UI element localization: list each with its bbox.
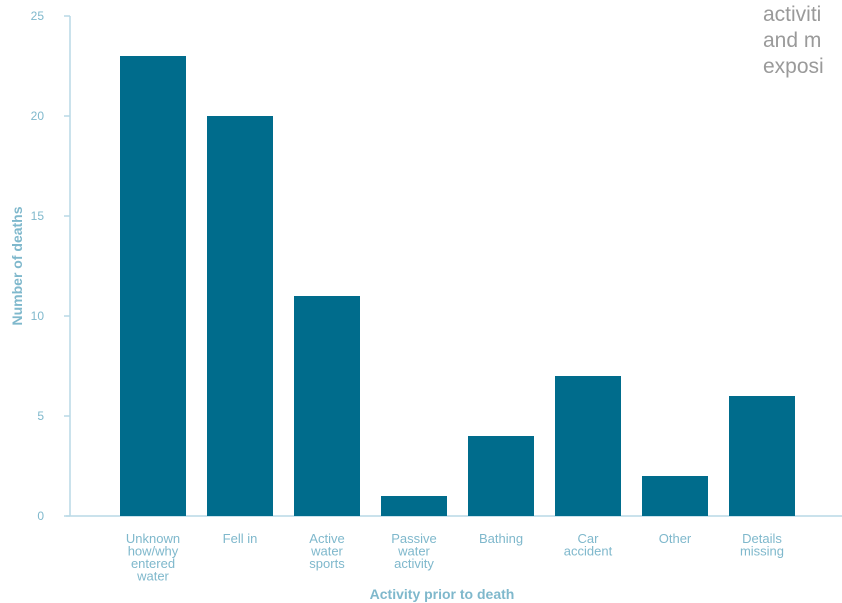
y-ticks: 0 5 10 15 20 25	[31, 9, 70, 523]
x-tick-label-line: Passive	[391, 531, 437, 546]
x-tick-label-line: accident	[564, 544, 613, 559]
y-axis-title: Number of deaths	[9, 206, 25, 325]
bar	[294, 296, 360, 516]
y-tick-label: 25	[31, 9, 45, 23]
x-tick-label-line: missing	[740, 544, 784, 559]
x-tick-label-line: Active	[309, 531, 344, 546]
bar	[642, 476, 708, 516]
x-axis-title: Activity prior to death	[370, 586, 515, 602]
y-tick-label: 20	[31, 109, 45, 123]
bar	[468, 436, 534, 516]
x-tick-label-line: how/why	[128, 544, 179, 559]
bar	[207, 116, 273, 516]
side-text-line: exposi	[763, 55, 824, 78]
side-text-line: activiti	[763, 3, 822, 26]
bar	[120, 56, 186, 516]
x-tick-label-line: water	[310, 544, 343, 559]
side-text-line: and m	[763, 29, 822, 52]
bar	[381, 496, 447, 516]
x-tick-label-line: water	[136, 569, 169, 584]
x-tick-label: Car accident	[564, 531, 613, 559]
x-tick-label: Active water sports	[309, 531, 345, 571]
side-text: activiti and m exposi	[763, 2, 842, 80]
y-tick-label: 0	[37, 509, 44, 523]
x-tick-label: Bathing	[479, 531, 523, 546]
x-tick-label-line: sports	[309, 556, 345, 571]
x-tick-label-line: Unknown	[126, 531, 180, 546]
y-tick-label: 5	[37, 409, 44, 423]
y-tick-label: 10	[31, 309, 45, 323]
x-tick-label-line: Other	[659, 531, 692, 546]
x-tick-label-line: Car	[578, 531, 600, 546]
x-tick-label-line: activity	[394, 556, 434, 571]
y-tick-label: 15	[31, 209, 45, 223]
x-tick-label-line: water	[397, 544, 430, 559]
x-tick-label: Details missing	[740, 531, 784, 559]
x-tick-label: Passive water activity	[391, 531, 437, 571]
x-tick-label: Fell in	[223, 531, 258, 546]
x-tick-label-line: Details	[742, 531, 782, 546]
bar	[555, 376, 621, 516]
bars	[120, 56, 795, 516]
x-tick-label-line: entered	[131, 556, 175, 571]
x-tick-label: Other	[659, 531, 692, 546]
x-tick-label-line: Fell in	[223, 531, 258, 546]
bar	[729, 396, 795, 516]
x-tick-label-line: Bathing	[479, 531, 523, 546]
x-tick-label: Unknown how/why entered water	[126, 531, 180, 584]
